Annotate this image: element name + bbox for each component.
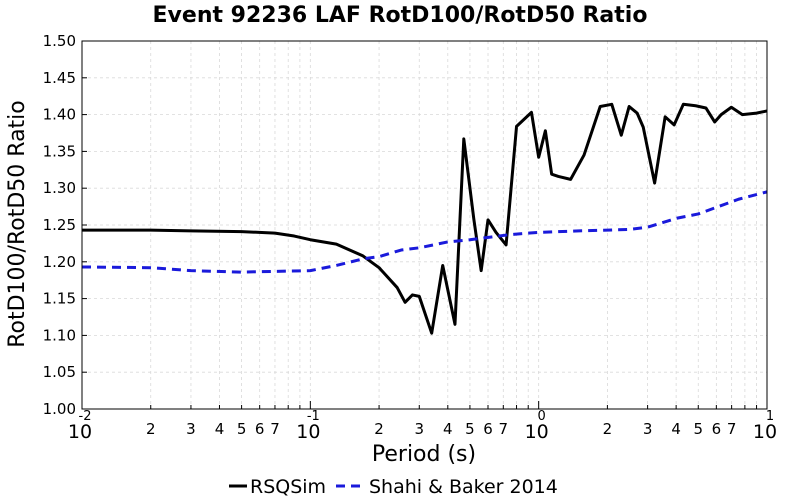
- x-minor-tick-label: 2: [374, 420, 384, 438]
- y-tick-label: 1.25: [43, 216, 76, 234]
- y-axis-label: RotD100/RotD50 Ratio: [5, 100, 30, 348]
- x-minor-tick-label: 2: [146, 420, 156, 438]
- y-tick-label: 1.35: [43, 142, 76, 160]
- x-minor-tick-label: 3: [186, 420, 196, 438]
- x-minor-tick-label: 3: [643, 420, 653, 438]
- x-minor-tick-label: 7: [270, 420, 280, 438]
- y-tick-label: 1.20: [43, 253, 76, 271]
- x-minor-tick-label: 4: [671, 420, 681, 438]
- x-major-tick-exponent: -1: [307, 409, 320, 424]
- x-minor-tick-label: 4: [443, 420, 453, 438]
- x-minor-tick-label: 5: [693, 420, 703, 438]
- legend: RSQSim Shahi & Baker 2014: [229, 476, 558, 498]
- x-major-tick-label: 10: [68, 421, 92, 443]
- x-minor-tick-label: 6: [255, 420, 265, 438]
- x-minor-tick-label: 4: [215, 420, 225, 438]
- x-minor-tick-label: 5: [465, 420, 475, 438]
- legend-label-shahi-baker: Shahi & Baker 2014: [369, 476, 558, 498]
- y-tick-label: 1.40: [43, 106, 76, 124]
- chart-title: Event 92236 LAF RotD100/RotD50 Ratio: [153, 3, 648, 28]
- series-line-rsqsim: [82, 102, 768, 335]
- x-minor-tick-label: 5: [237, 420, 247, 438]
- x-major-tick-exponent: 1: [766, 409, 774, 424]
- y-tick-label: 1.00: [43, 400, 76, 418]
- ticks: [81, 40, 768, 410]
- y-tick-label: 1.05: [43, 363, 76, 381]
- y-tick-label: 1.45: [43, 69, 76, 87]
- x-minor-tick-label: 7: [727, 420, 737, 438]
- x-minor-tick-label: 2: [603, 420, 613, 438]
- x-axis-label: Period (s): [372, 442, 476, 467]
- x-major-tick-exponent: -2: [79, 409, 92, 424]
- series-layer: [81, 102, 768, 335]
- x-minor-tick-label: 7: [499, 420, 509, 438]
- y-tick-label: 1.50: [43, 32, 76, 50]
- y-tick-label: 1.15: [43, 290, 76, 308]
- y-tick-label: 1.30: [43, 179, 76, 197]
- x-major-tick-label: 10: [296, 421, 320, 443]
- x-minor-tick-label: 3: [415, 420, 425, 438]
- legend-label-rsqsim: RSQSim: [250, 476, 326, 498]
- x-minor-tick-label: 6: [483, 420, 493, 438]
- tick-labels: 1.00 1.05 1.10 1.15 1.20 1.25 1.30 1.35 1.40 1.45…: [43, 32, 778, 443]
- x-major-tick-label: 10: [525, 421, 549, 443]
- x-major-tick-exponent: 0: [538, 409, 546, 424]
- x-major-tick-label: 10: [753, 421, 777, 443]
- x-minor-tick-label: 6: [712, 420, 722, 438]
- y-tick-label: 1.10: [43, 326, 76, 344]
- series-line-shahi-baker: [81, 190, 768, 274]
